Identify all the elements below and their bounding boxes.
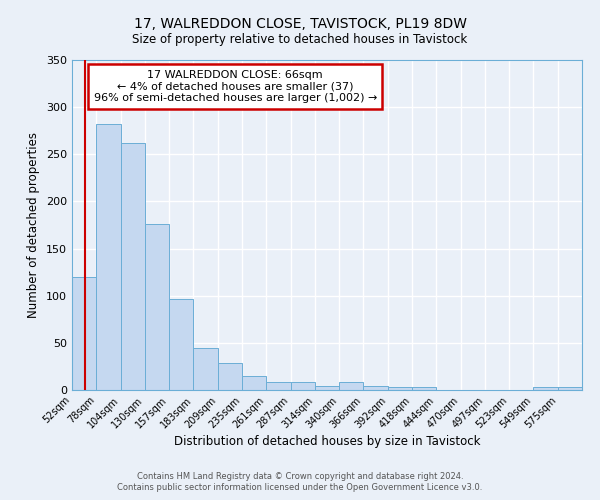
Bar: [266, 382, 290, 390]
Bar: [242, 376, 266, 390]
Bar: [290, 382, 315, 390]
Bar: [388, 387, 412, 390]
Text: 17, WALREDDON CLOSE, TAVISTOCK, PL19 8DW: 17, WALREDDON CLOSE, TAVISTOCK, PL19 8DW: [133, 18, 467, 32]
Text: Contains HM Land Registry data © Crown copyright and database right 2024.: Contains HM Land Registry data © Crown c…: [137, 472, 463, 481]
Text: Size of property relative to detached houses in Tavistock: Size of property relative to detached ho…: [133, 32, 467, 46]
Bar: [218, 362, 242, 390]
Bar: [72, 277, 96, 390]
Bar: [315, 386, 339, 390]
Bar: [145, 224, 169, 390]
Text: Contains public sector information licensed under the Open Government Licence v3: Contains public sector information licen…: [118, 484, 482, 492]
Bar: [364, 386, 388, 390]
X-axis label: Distribution of detached houses by size in Tavistock: Distribution of detached houses by size …: [174, 436, 480, 448]
Text: 17 WALREDDON CLOSE: 66sqm
← 4% of detached houses are smaller (37)
96% of semi-d: 17 WALREDDON CLOSE: 66sqm ← 4% of detach…: [94, 70, 377, 103]
Bar: [121, 143, 145, 390]
Bar: [412, 387, 436, 390]
Y-axis label: Number of detached properties: Number of detached properties: [28, 132, 40, 318]
Bar: [533, 387, 558, 390]
Bar: [193, 348, 218, 390]
Bar: [339, 382, 364, 390]
Bar: [558, 387, 582, 390]
Bar: [169, 300, 193, 390]
Bar: [96, 124, 121, 390]
